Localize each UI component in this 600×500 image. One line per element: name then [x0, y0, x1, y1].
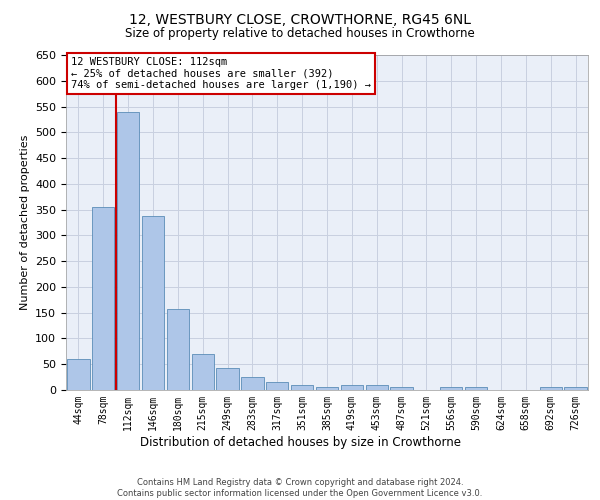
- Bar: [316, 388, 338, 390]
- Bar: [217, 368, 239, 390]
- Bar: [167, 309, 189, 390]
- Bar: [391, 388, 413, 390]
- Y-axis label: Number of detached properties: Number of detached properties: [20, 135, 29, 310]
- Text: Contains HM Land Registry data © Crown copyright and database right 2024.
Contai: Contains HM Land Registry data © Crown c…: [118, 478, 482, 498]
- Bar: [142, 216, 164, 390]
- Bar: [266, 382, 289, 390]
- Bar: [440, 388, 463, 390]
- Bar: [539, 388, 562, 390]
- Bar: [465, 388, 487, 390]
- Bar: [67, 359, 89, 390]
- Bar: [191, 354, 214, 390]
- Bar: [117, 112, 139, 390]
- Bar: [241, 377, 263, 390]
- Text: 12, WESTBURY CLOSE, CROWTHORNE, RG45 6NL: 12, WESTBURY CLOSE, CROWTHORNE, RG45 6NL: [129, 12, 471, 26]
- Text: 12 WESTBURY CLOSE: 112sqm
← 25% of detached houses are smaller (392)
74% of semi: 12 WESTBURY CLOSE: 112sqm ← 25% of detac…: [71, 56, 371, 90]
- Bar: [565, 388, 587, 390]
- Bar: [92, 207, 115, 390]
- Bar: [341, 385, 363, 390]
- Bar: [291, 385, 313, 390]
- Text: Distribution of detached houses by size in Crowthorne: Distribution of detached houses by size …: [139, 436, 461, 449]
- Text: Size of property relative to detached houses in Crowthorne: Size of property relative to detached ho…: [125, 28, 475, 40]
- Bar: [365, 385, 388, 390]
